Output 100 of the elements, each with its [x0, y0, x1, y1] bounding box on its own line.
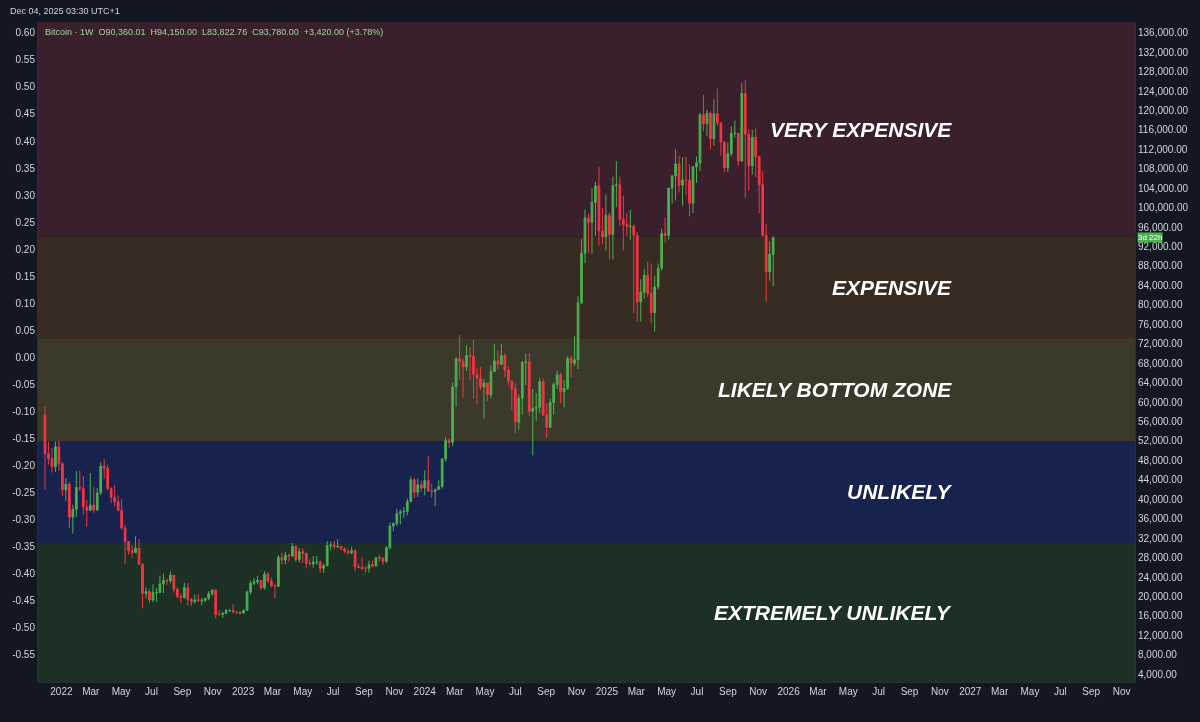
- candlestick: [663, 217, 667, 244]
- y-tick-label: 104,000.00: [1138, 182, 1189, 194]
- x-tick-label: Jul: [326, 686, 340, 697]
- y-tick-label: 80,000.00: [1138, 299, 1183, 311]
- y-tick-label: 108,000.00: [1138, 163, 1189, 175]
- x-tick-label: Mar: [445, 686, 464, 697]
- candlestick: [649, 263, 653, 324]
- candlestick: [256, 575, 259, 585]
- candlestick: [332, 540, 336, 550]
- y-tick-label: 136,000.00: [1138, 27, 1189, 39]
- candlestick: [266, 571, 270, 584]
- candlestick: [395, 508, 399, 527]
- candlestick: [350, 546, 353, 555]
- candlestick: [224, 608, 228, 614]
- band-label: UNLIKELY: [847, 480, 953, 503]
- x-tick-label: Nov: [385, 686, 404, 697]
- candlestick: [214, 588, 218, 619]
- candlestick: [702, 94, 705, 132]
- candlestick: [304, 552, 308, 569]
- candlestick: [447, 438, 451, 449]
- x-tick-label: Jul: [145, 686, 158, 697]
- x-tick-label: Jul: [1053, 686, 1067, 697]
- candlestick: [339, 545, 343, 551]
- y2-tick-label: 0.30: [15, 189, 36, 201]
- y-tick-label: 132,000.00: [1138, 46, 1189, 58]
- x-tick-label: May: [111, 686, 131, 697]
- x-tick-label: Sep: [355, 686, 374, 697]
- band-label: VERY EXPENSIVE: [770, 118, 953, 141]
- band-label: LIKELY BOTTOM ZONE: [718, 378, 953, 401]
- candlestick: [207, 590, 211, 601]
- y2-tick-label: 0.15: [15, 270, 36, 282]
- x-tick-label: May: [475, 686, 495, 697]
- y2-tick-label: -0.40: [12, 568, 36, 580]
- x-tick-label: Nov: [930, 686, 949, 697]
- candlestick: [280, 552, 284, 565]
- y2-tick-label: 0.45: [15, 108, 36, 120]
- candlestick: [311, 555, 315, 569]
- annotation: Bitcoin · 1W O90,360.01 H94,150.00 L83,822.76 C93,780.00 +3,420.00 (+3.78%): [45, 27, 384, 37]
- candlestick: [297, 547, 301, 563]
- candlestick: [186, 582, 190, 606]
- x-tick-label: Jul: [872, 686, 886, 697]
- candlestick: [210, 588, 214, 597]
- y-tick-label: 72,000.00: [1138, 338, 1183, 350]
- candlestick: [743, 79, 747, 199]
- candlestick: [712, 98, 716, 147]
- y2-tick-label: 0.35: [15, 162, 36, 174]
- y-tick-label: 12,000.00: [1138, 629, 1183, 641]
- y-tick-label: 56,000.00: [1138, 416, 1183, 427]
- candlestick: [346, 548, 350, 556]
- y2-tick-label: 0.25: [15, 216, 36, 228]
- candlestick: [43, 405, 47, 491]
- x-tick-label: Sep: [1082, 686, 1101, 697]
- candlestick: [709, 110, 712, 150]
- y-tick-label: 88,000.00: [1138, 260, 1183, 272]
- candlestick: [486, 382, 489, 402]
- candlestick: [134, 535, 137, 554]
- y-tick-label: 128,000.00: [1138, 66, 1189, 78]
- candlestick: [238, 611, 242, 615]
- candlestick: [336, 538, 339, 549]
- x-tick-label: May: [657, 686, 677, 697]
- x-tick-label: May: [838, 686, 858, 697]
- x-tick-label: Sep: [537, 686, 556, 697]
- candlestick: [287, 553, 291, 562]
- y-tick-label: 44,000.00: [1138, 474, 1183, 486]
- candlestick: [263, 570, 266, 591]
- candlestick: [200, 597, 204, 606]
- candlestick: [559, 372, 562, 404]
- candlestick: [144, 586, 148, 599]
- y2-tick-label: 0.40: [15, 135, 36, 147]
- candlestick: [705, 108, 709, 137]
- y-tick-label: 24,000.00: [1138, 571, 1183, 583]
- y2-tick-label: 0.50: [15, 81, 36, 93]
- y2-tick-label: -0.50: [12, 622, 36, 634]
- candlestick: [162, 573, 165, 594]
- x-tick-label: 2026: [777, 686, 801, 697]
- candlestick: [221, 611, 225, 619]
- candlestick: [92, 486, 96, 514]
- y2-tick-label: 0.00: [15, 351, 36, 363]
- x-tick-label: May: [293, 686, 313, 697]
- y2-tick-label: -0.15: [12, 433, 36, 445]
- candlestick: [301, 547, 305, 564]
- y2-tick-label: -0.35: [12, 541, 36, 553]
- candlestick: [423, 470, 427, 496]
- x-tick-label: Mar: [809, 686, 828, 697]
- y-tick-label: 124,000.00: [1138, 85, 1189, 97]
- y2-tick-label: 0.55: [15, 54, 36, 66]
- candlestick: [196, 593, 200, 602]
- candlestick: [500, 343, 503, 366]
- candlestick: [360, 556, 364, 571]
- candlestick: [416, 477, 420, 498]
- candlestick: [277, 554, 280, 588]
- x-tick-label: Sep: [900, 686, 919, 697]
- candlestick: [68, 481, 71, 529]
- y2-tick-label: 0.20: [15, 243, 36, 255]
- candlestick: [343, 548, 346, 554]
- candlestick: [284, 551, 287, 565]
- band-label: EXTREMELY UNLIKELY: [714, 601, 952, 624]
- candlestick: [165, 577, 169, 586]
- candlestick: [172, 574, 176, 594]
- y-tick-label: 76,000.00: [1138, 318, 1183, 330]
